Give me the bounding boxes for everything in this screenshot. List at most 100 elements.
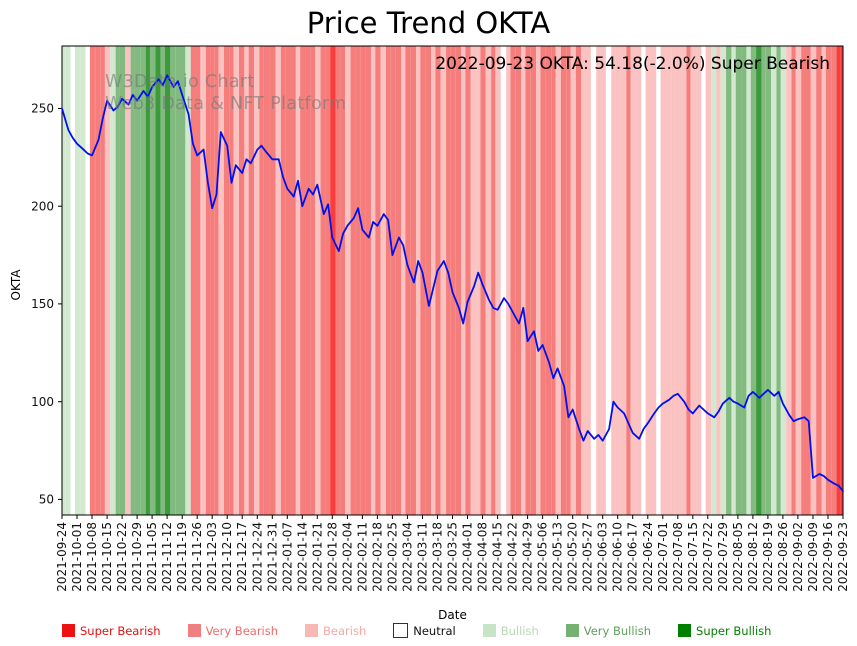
sentiment-band bbox=[641, 46, 646, 515]
sentiment-band bbox=[615, 46, 621, 515]
sentiment-band bbox=[110, 46, 116, 515]
sentiment-band bbox=[761, 46, 766, 515]
x-tick-label: 2022-06-10 bbox=[611, 522, 625, 592]
sentiment-band bbox=[791, 46, 796, 515]
x-tick-label: 2021-11-12 bbox=[160, 522, 174, 592]
sentiment-band bbox=[476, 46, 481, 515]
sentiment-band bbox=[660, 46, 666, 515]
sentiment-band bbox=[596, 46, 601, 515]
sentiment-band bbox=[765, 46, 772, 515]
x-tick-label: 2021-10-15 bbox=[100, 522, 114, 592]
sentiment-band bbox=[405, 46, 411, 515]
x-tick-label: 2022-04-15 bbox=[491, 522, 505, 592]
sentiment-band bbox=[491, 46, 496, 515]
x-tick-label: 2021-11-26 bbox=[190, 522, 204, 592]
sentiment-band bbox=[656, 46, 661, 515]
sentiment-band bbox=[665, 46, 672, 515]
x-tick-label: 2021-10-01 bbox=[70, 522, 84, 592]
legend-swatch bbox=[565, 624, 579, 637]
sentiment-band bbox=[425, 46, 432, 515]
x-tick-label: 2021-12-31 bbox=[265, 522, 279, 592]
sentiment-band bbox=[115, 46, 120, 515]
sentiment-band bbox=[600, 46, 606, 515]
sentiment-band bbox=[180, 46, 186, 515]
sentiment-band bbox=[385, 46, 391, 515]
sentiment-band bbox=[551, 46, 556, 515]
sentiment-band bbox=[310, 46, 316, 515]
sentiment-band bbox=[581, 46, 586, 515]
sentiment-band bbox=[85, 46, 90, 515]
sentiment-band bbox=[461, 46, 466, 515]
sentiment-band bbox=[416, 46, 421, 515]
x-tick-label: 2022-06-24 bbox=[641, 522, 655, 592]
sentiment-band bbox=[701, 46, 706, 515]
sentiment-band bbox=[95, 46, 101, 515]
sentiment-band bbox=[495, 46, 501, 515]
sentiment-band bbox=[741, 46, 747, 515]
x-tick-label: 2021-10-22 bbox=[115, 522, 129, 592]
x-tick-label: 2022-02-18 bbox=[370, 522, 384, 592]
sentiment-band bbox=[280, 46, 286, 515]
sentiment-band bbox=[340, 46, 346, 515]
sentiment-band bbox=[140, 46, 146, 515]
sentiment-band bbox=[590, 46, 597, 515]
sentiment-band bbox=[771, 46, 777, 515]
x-tick-label: 2022-08-12 bbox=[746, 522, 760, 592]
sentiment-band bbox=[370, 46, 376, 515]
x-tick-label: 2022-04-01 bbox=[461, 522, 475, 592]
y-tick-label: 100 bbox=[31, 395, 54, 409]
x-tick-label: 2022-02-04 bbox=[340, 522, 354, 592]
sentiment-band bbox=[365, 46, 371, 515]
x-tick-label: 2022-09-16 bbox=[821, 522, 835, 592]
sentiment-band bbox=[375, 46, 381, 515]
legend-item-neutral: Neutral bbox=[393, 623, 456, 638]
legend-label: Bearish bbox=[323, 623, 367, 638]
sentiment-band bbox=[776, 46, 781, 515]
sentiment-band bbox=[360, 46, 366, 515]
sentiment-band bbox=[160, 46, 165, 515]
sentiment-band bbox=[645, 46, 651, 515]
sentiment-band bbox=[155, 46, 161, 515]
legend-swatch bbox=[678, 624, 692, 637]
watermark-line-2: Web3 Data & NFT Platform bbox=[105, 94, 347, 114]
x-tick-label: 2022-04-22 bbox=[506, 522, 520, 592]
watermark-line-1: W3Data.io Chart bbox=[105, 72, 255, 92]
y-tick-label: 50 bbox=[39, 493, 54, 507]
x-tick-label: 2022-04-29 bbox=[521, 522, 535, 592]
legend-item-super-bullish: Super Bullish bbox=[678, 624, 771, 638]
sentiment-band bbox=[185, 46, 191, 515]
sentiment-band bbox=[295, 46, 301, 515]
x-tick-label: 2022-05-20 bbox=[566, 522, 580, 592]
sentiment-band bbox=[65, 46, 71, 515]
sentiment-band bbox=[239, 46, 245, 515]
sentiment-band bbox=[269, 46, 276, 515]
sentiment-band bbox=[218, 46, 224, 515]
sentiment-band bbox=[560, 46, 567, 515]
sentiment-band bbox=[720, 46, 727, 515]
x-tick-label: 2022-04-08 bbox=[476, 522, 490, 592]
x-tick-label: 2022-02-25 bbox=[385, 522, 399, 592]
x-tick-label: 2022-09-02 bbox=[791, 522, 805, 592]
sentiment-band bbox=[566, 46, 571, 515]
x-tick-label: 2021-09-24 bbox=[55, 522, 69, 592]
legend-swatch bbox=[305, 624, 319, 637]
sentiment-band bbox=[440, 46, 447, 515]
sentiment-band bbox=[145, 46, 150, 515]
sentiment-band bbox=[130, 46, 135, 515]
x-tick-label: 2022-03-11 bbox=[416, 522, 430, 592]
latest-price-annotation: 2022-09-23 OKTA: 54.18(-2.0%) Super Bear… bbox=[435, 54, 830, 74]
sentiment-band bbox=[446, 46, 451, 515]
sentiment-band bbox=[325, 46, 331, 515]
x-tick-label: 2022-07-08 bbox=[671, 522, 685, 592]
sentiment-band bbox=[605, 46, 612, 515]
x-tick-label: 2021-12-03 bbox=[205, 522, 219, 592]
sentiment-band bbox=[435, 46, 441, 515]
sentiment-band bbox=[300, 46, 306, 515]
chart-title: Price Trend OKTA bbox=[306, 6, 551, 40]
sentiment-band bbox=[290, 46, 296, 515]
x-tick-label: 2022-08-19 bbox=[761, 522, 775, 592]
legend-swatch bbox=[482, 624, 496, 637]
sentiment-band bbox=[104, 46, 111, 515]
sentiment-band bbox=[545, 46, 552, 515]
legend-label: Bullish bbox=[500, 623, 539, 638]
